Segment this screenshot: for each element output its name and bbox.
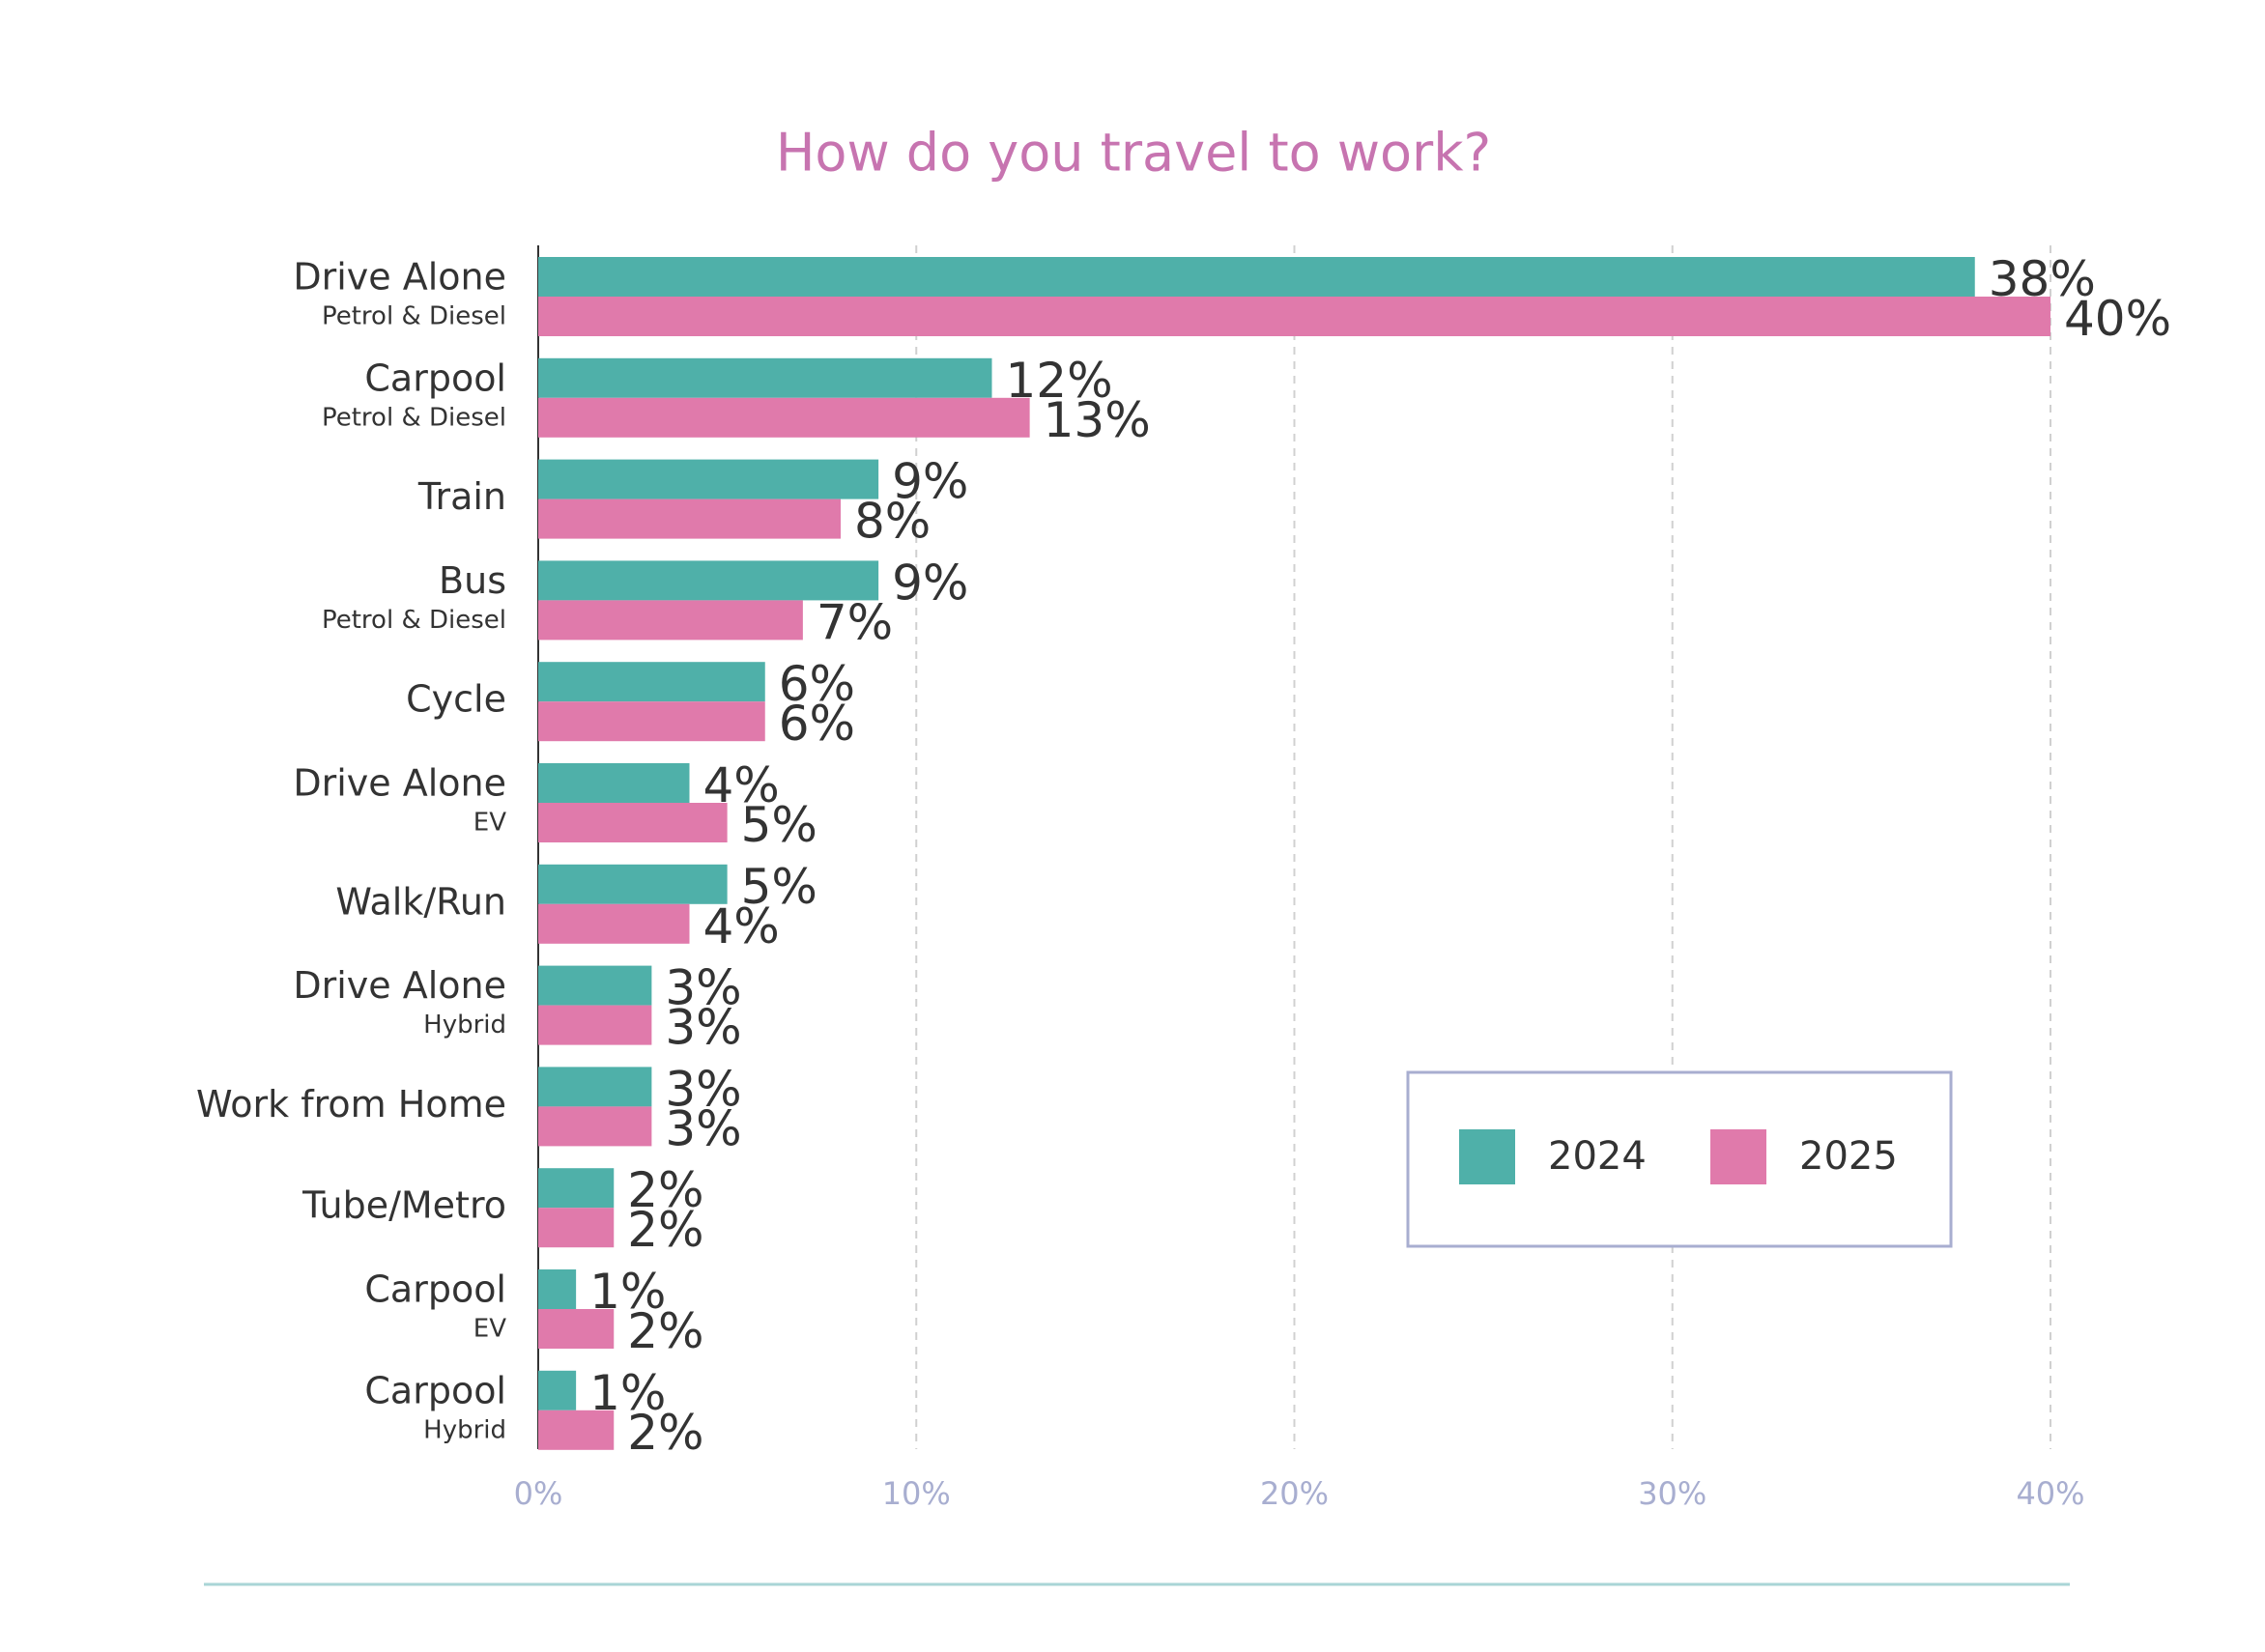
bar — [538, 397, 1030, 438]
value-label: 6% — [779, 696, 855, 752]
x-tick-label: 20% — [1260, 1475, 1329, 1512]
category-label: Work from Home — [196, 1083, 506, 1125]
bar — [538, 297, 2050, 336]
category-label: Drive Alone — [293, 256, 506, 299]
legend-label: 2024 — [1548, 1134, 1647, 1179]
value-label: 9% — [892, 454, 968, 510]
category-label: Train — [417, 475, 506, 518]
value-label: 7% — [817, 594, 893, 650]
bar — [538, 803, 728, 842]
bar — [538, 1269, 577, 1309]
value-label: 6% — [779, 656, 855, 712]
x-tick-label: 0% — [514, 1475, 563, 1512]
value-label: 2% — [627, 1405, 703, 1461]
bar — [538, 560, 879, 601]
category-label: Cycle — [406, 678, 506, 721]
category-sublabel: Petrol & Diesel — [322, 302, 506, 331]
bar — [538, 903, 690, 944]
x-tick-label: 40% — [2016, 1475, 2084, 1512]
value-label: 3% — [665, 1061, 741, 1117]
category-sublabel: Hybrid — [423, 1415, 506, 1444]
category-label: Carpool — [364, 1369, 506, 1411]
bar — [538, 1168, 615, 1209]
bar — [538, 662, 765, 702]
value-label: 2% — [627, 1303, 703, 1359]
category-label: Carpool — [364, 1268, 506, 1311]
bar — [538, 1106, 652, 1147]
value-label: 2% — [627, 1202, 703, 1258]
x-tick-label: 30% — [1638, 1475, 1706, 1512]
bar — [538, 498, 841, 539]
category-sublabel: EV — [473, 809, 506, 838]
legend-label: 2025 — [1799, 1134, 1898, 1179]
value-label: 2% — [627, 1162, 703, 1218]
value-label: 8% — [854, 494, 931, 550]
bar — [538, 600, 803, 641]
bar — [538, 763, 690, 803]
bar — [538, 357, 992, 398]
bar — [538, 1410, 615, 1450]
bar — [538, 1067, 652, 1107]
category-label: Carpool — [364, 356, 506, 399]
value-label: 9% — [892, 555, 968, 611]
bar — [538, 459, 879, 499]
bar — [538, 1208, 615, 1248]
category-label: Bus — [439, 559, 506, 602]
bar — [538, 257, 1975, 297]
bar — [538, 965, 652, 1006]
category-label: Drive Alone — [293, 762, 506, 805]
category-label: Walk/Run — [335, 880, 506, 923]
legend-swatch — [1710, 1129, 1766, 1184]
bar — [538, 1370, 577, 1410]
chart-title: How do you travel to work? — [776, 123, 1491, 184]
bar — [538, 1005, 652, 1045]
category-sublabel: Petrol & Diesel — [322, 403, 506, 432]
category-label: Tube/Metro — [301, 1184, 506, 1227]
value-label: 13% — [1044, 392, 1151, 448]
value-label: 5% — [741, 859, 817, 915]
value-label: 3% — [665, 1100, 741, 1156]
value-label: 40% — [2064, 291, 2171, 347]
bar — [538, 1309, 615, 1349]
value-label: 3% — [665, 1000, 741, 1056]
value-label: 5% — [741, 797, 817, 853]
category-label: Drive Alone — [293, 964, 506, 1007]
bar — [538, 864, 728, 904]
category-sublabel: Hybrid — [423, 1011, 506, 1040]
category-sublabel: Petrol & Diesel — [322, 606, 506, 635]
bar — [538, 701, 765, 742]
value-label: 3% — [665, 960, 741, 1016]
category-sublabel: EV — [473, 1315, 506, 1344]
value-label: 4% — [703, 898, 780, 954]
legend-swatch — [1459, 1129, 1515, 1184]
x-tick-label: 10% — [882, 1475, 951, 1512]
